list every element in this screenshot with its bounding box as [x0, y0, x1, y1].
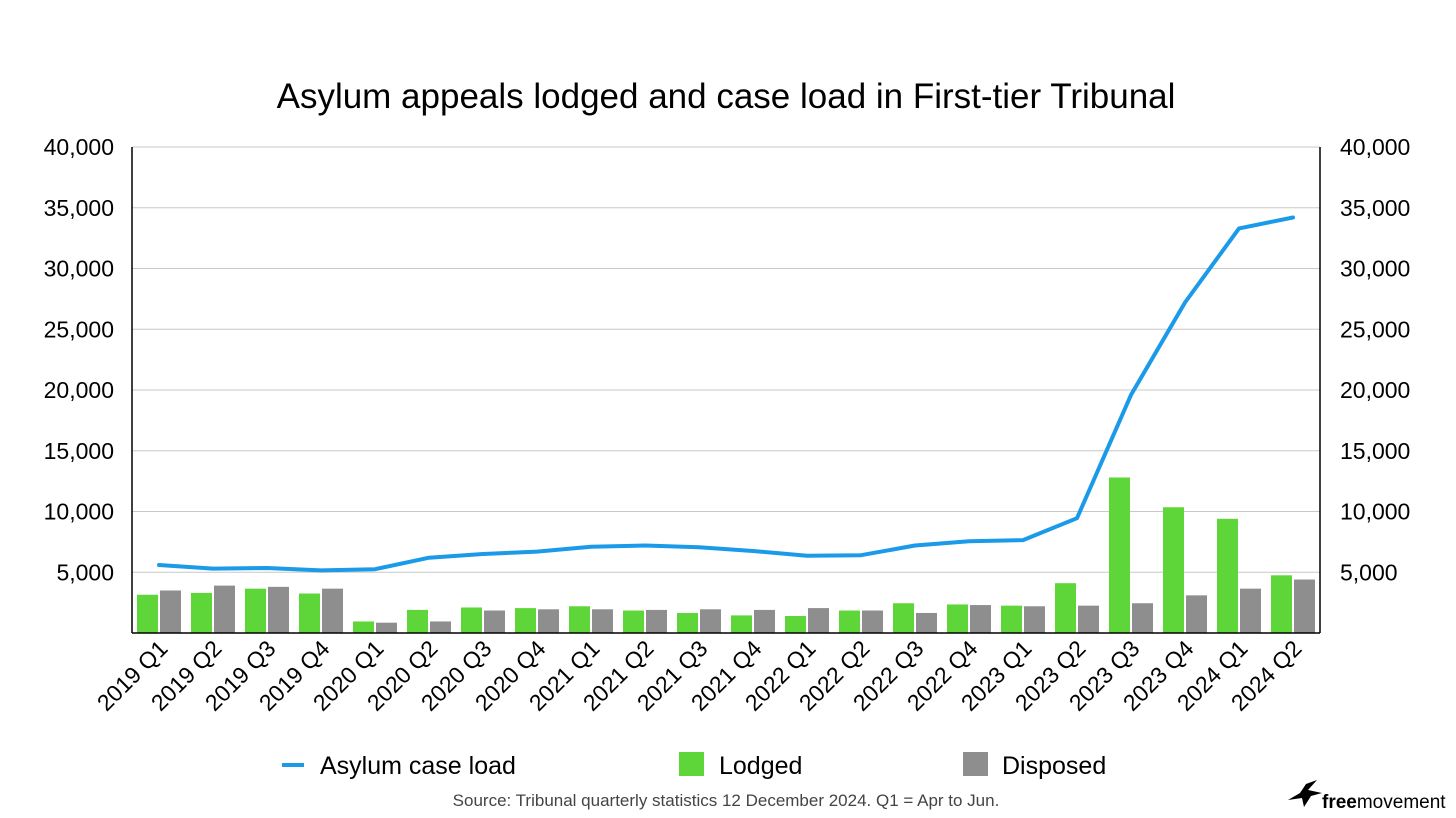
bar-lodged — [191, 592, 212, 633]
bird-icon — [1288, 780, 1322, 807]
bar-lodged — [407, 609, 428, 633]
bar-disposed — [214, 585, 235, 633]
gridlines — [132, 146, 1320, 573]
y-tick-right: 5,000 — [1340, 559, 1398, 585]
line-case-load — [157, 215, 1295, 573]
y-tick-right: 15,000 — [1340, 438, 1410, 464]
bar-disposed — [430, 621, 451, 633]
y-tick-left: 35,000 — [44, 195, 114, 221]
legend: Asylum case load Lodged Disposed — [282, 752, 1106, 780]
bar-disposed — [646, 609, 667, 633]
legend-label-case-load: Asylum case load — [320, 752, 516, 780]
legend-lodged-swatch — [679, 752, 704, 776]
source-note: Source: Tribunal quarterly statistics 12… — [453, 791, 1000, 810]
brand-text: movement — [1357, 792, 1446, 813]
y-tick-labels: 5,000 5,000 10,000 10,000 15,000 15,000 20,000… — [44, 134, 1411, 585]
bar-disposed — [700, 609, 721, 633]
bar-lodged — [245, 588, 266, 633]
bar-lodged — [785, 615, 806, 633]
bar-lodged — [1055, 583, 1076, 633]
y-tick-right: 30,000 — [1340, 256, 1410, 282]
legend-label-disposed: Disposed — [1002, 752, 1106, 780]
svg-text:freemovement: freemovement — [1322, 792, 1446, 813]
y-tick-right: 35,000 — [1340, 195, 1410, 221]
bar-disposed — [268, 586, 289, 633]
y-tick-left: 5,000 — [56, 559, 114, 585]
bar-lodged — [1271, 575, 1292, 633]
y-tick-right: 40,000 — [1340, 134, 1410, 160]
bar-disposed — [754, 609, 775, 633]
y-tick-right: 10,000 — [1340, 499, 1410, 525]
bar-lodged — [893, 603, 914, 633]
bar-disposed — [484, 610, 505, 633]
bar-disposed — [808, 608, 829, 633]
line-series — [157, 215, 1295, 573]
bar-lodged — [461, 607, 482, 633]
y-tick-left: 10,000 — [44, 499, 114, 525]
y-tick-left: 15,000 — [44, 438, 114, 464]
bar-disposed — [1186, 595, 1207, 633]
bar-lodged — [1109, 477, 1130, 633]
y-tick-right: 20,000 — [1340, 377, 1410, 403]
y-tick-left: 40,000 — [44, 134, 114, 160]
bar-lodged — [1217, 518, 1238, 633]
bar-disposed — [1132, 603, 1153, 633]
bar-lodged — [569, 606, 590, 633]
brand-logo: freemovement — [1288, 780, 1446, 813]
bar-lodged — [947, 604, 968, 633]
bar-disposed — [916, 612, 937, 633]
bar-disposed — [970, 605, 991, 633]
y-tick-right: 25,000 — [1340, 316, 1410, 342]
y-tick-left: 25,000 — [44, 316, 114, 342]
bar-disposed — [592, 609, 613, 633]
bar-disposed — [1078, 605, 1099, 633]
bars — [137, 477, 1315, 633]
bar-lodged — [515, 608, 536, 633]
bar-disposed — [322, 588, 343, 633]
brand-text-bold: free — [1322, 792, 1357, 813]
legend-label-lodged: Lodged — [719, 752, 802, 780]
bar-disposed — [538, 609, 559, 633]
bar-lodged — [353, 621, 374, 633]
bar-lodged — [299, 593, 320, 633]
bar-lodged — [677, 612, 698, 633]
bar-disposed — [160, 590, 181, 633]
bar-disposed — [1240, 588, 1261, 633]
bar-lodged — [623, 610, 644, 633]
bar-disposed — [1024, 606, 1045, 633]
chart-title: Asylum appeals lodged and case load in F… — [277, 77, 1176, 116]
bar-disposed — [862, 610, 883, 633]
bar-lodged — [137, 594, 158, 633]
y-tick-left: 30,000 — [44, 256, 114, 282]
legend-disposed-swatch — [963, 752, 988, 776]
bar-lodged — [1001, 605, 1022, 633]
y-tick-left: 20,000 — [44, 377, 114, 403]
axes — [131, 147, 1321, 634]
bar-lodged — [731, 615, 752, 633]
bar-disposed — [376, 622, 397, 633]
bar-lodged — [839, 610, 860, 633]
bar-disposed — [1294, 579, 1315, 633]
bar-lodged — [1163, 507, 1184, 633]
